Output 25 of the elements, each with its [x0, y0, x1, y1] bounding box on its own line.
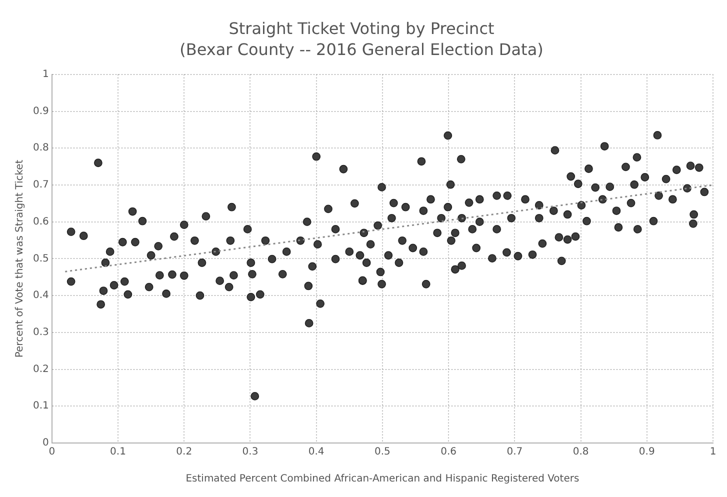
y-tick-label: 0.6	[32, 216, 49, 228]
y-tick-label: 0.3	[32, 327, 49, 338]
y-tick-label: 0.7	[32, 180, 49, 191]
x-tick-label: 0.2	[176, 446, 192, 458]
x-tick-label: 1	[710, 446, 716, 458]
x-axis-title: Estimated Percent Combined African-American and Hispanic Registered Voters	[186, 474, 580, 485]
y-tick-label: 0.1	[32, 400, 49, 412]
x-tick-label: 0.1	[110, 446, 126, 458]
y-tick-label: 0.8	[32, 142, 49, 154]
chart-subtitle: (Bexar County -- 2016 General Election Data)	[180, 40, 544, 59]
y-axis-title: Percent of Vote that was Straight Ticket	[14, 160, 26, 358]
x-tick-label: 0.7	[506, 446, 523, 458]
y-tick-label: 0.9	[32, 106, 49, 117]
chart-title: Straight Ticket Voting by Precinct	[228, 18, 494, 38]
x-tick-label: 0.4	[308, 446, 324, 458]
x-tick-label: 0.5	[374, 446, 390, 458]
x-tick-label: 0.3	[242, 446, 258, 458]
y-tick-label: 0.2	[32, 364, 49, 375]
y-tick-label: 0	[42, 438, 49, 449]
y-tick-label: 1	[42, 68, 49, 80]
x-tick-label: 0.6	[440, 446, 457, 458]
y-tick-label: 0.4	[32, 290, 49, 302]
y-tick-label: 0.5	[32, 253, 49, 264]
x-tick-label: 0.9	[638, 446, 655, 458]
x-tick-label: 0.8	[572, 446, 589, 458]
